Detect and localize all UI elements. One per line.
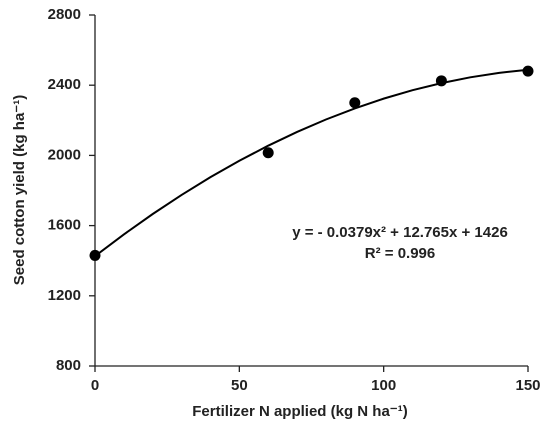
x-tick-label: 50 [231,377,248,394]
r-squared: R² = 0.996 [365,245,435,262]
y-tick-label: 1200 [48,287,81,304]
y-tick-label: 2000 [48,146,81,163]
y-tick-label: 2400 [48,76,81,93]
y-tick-label: 800 [56,357,81,374]
x-tick-label: 0 [91,377,99,394]
y-tick-label: 1600 [48,217,81,234]
data-point [262,147,274,159]
data-point [89,249,101,261]
y-tick-label: 2800 [48,6,81,23]
trend-line [94,68,529,257]
data-point [435,75,447,87]
x-axis-label: Fertilizer N applied (kg N ha⁻¹) [192,403,407,420]
x-tick-label: 100 [371,377,396,394]
y-axis-label: Seed cotton yield (kg ha⁻¹) [11,95,28,285]
data-point [522,65,534,77]
data-point [349,97,361,109]
x-tick-label: 150 [515,377,540,394]
equation: y = - 0.0379x² + 12.765x + 1426 [292,224,508,241]
